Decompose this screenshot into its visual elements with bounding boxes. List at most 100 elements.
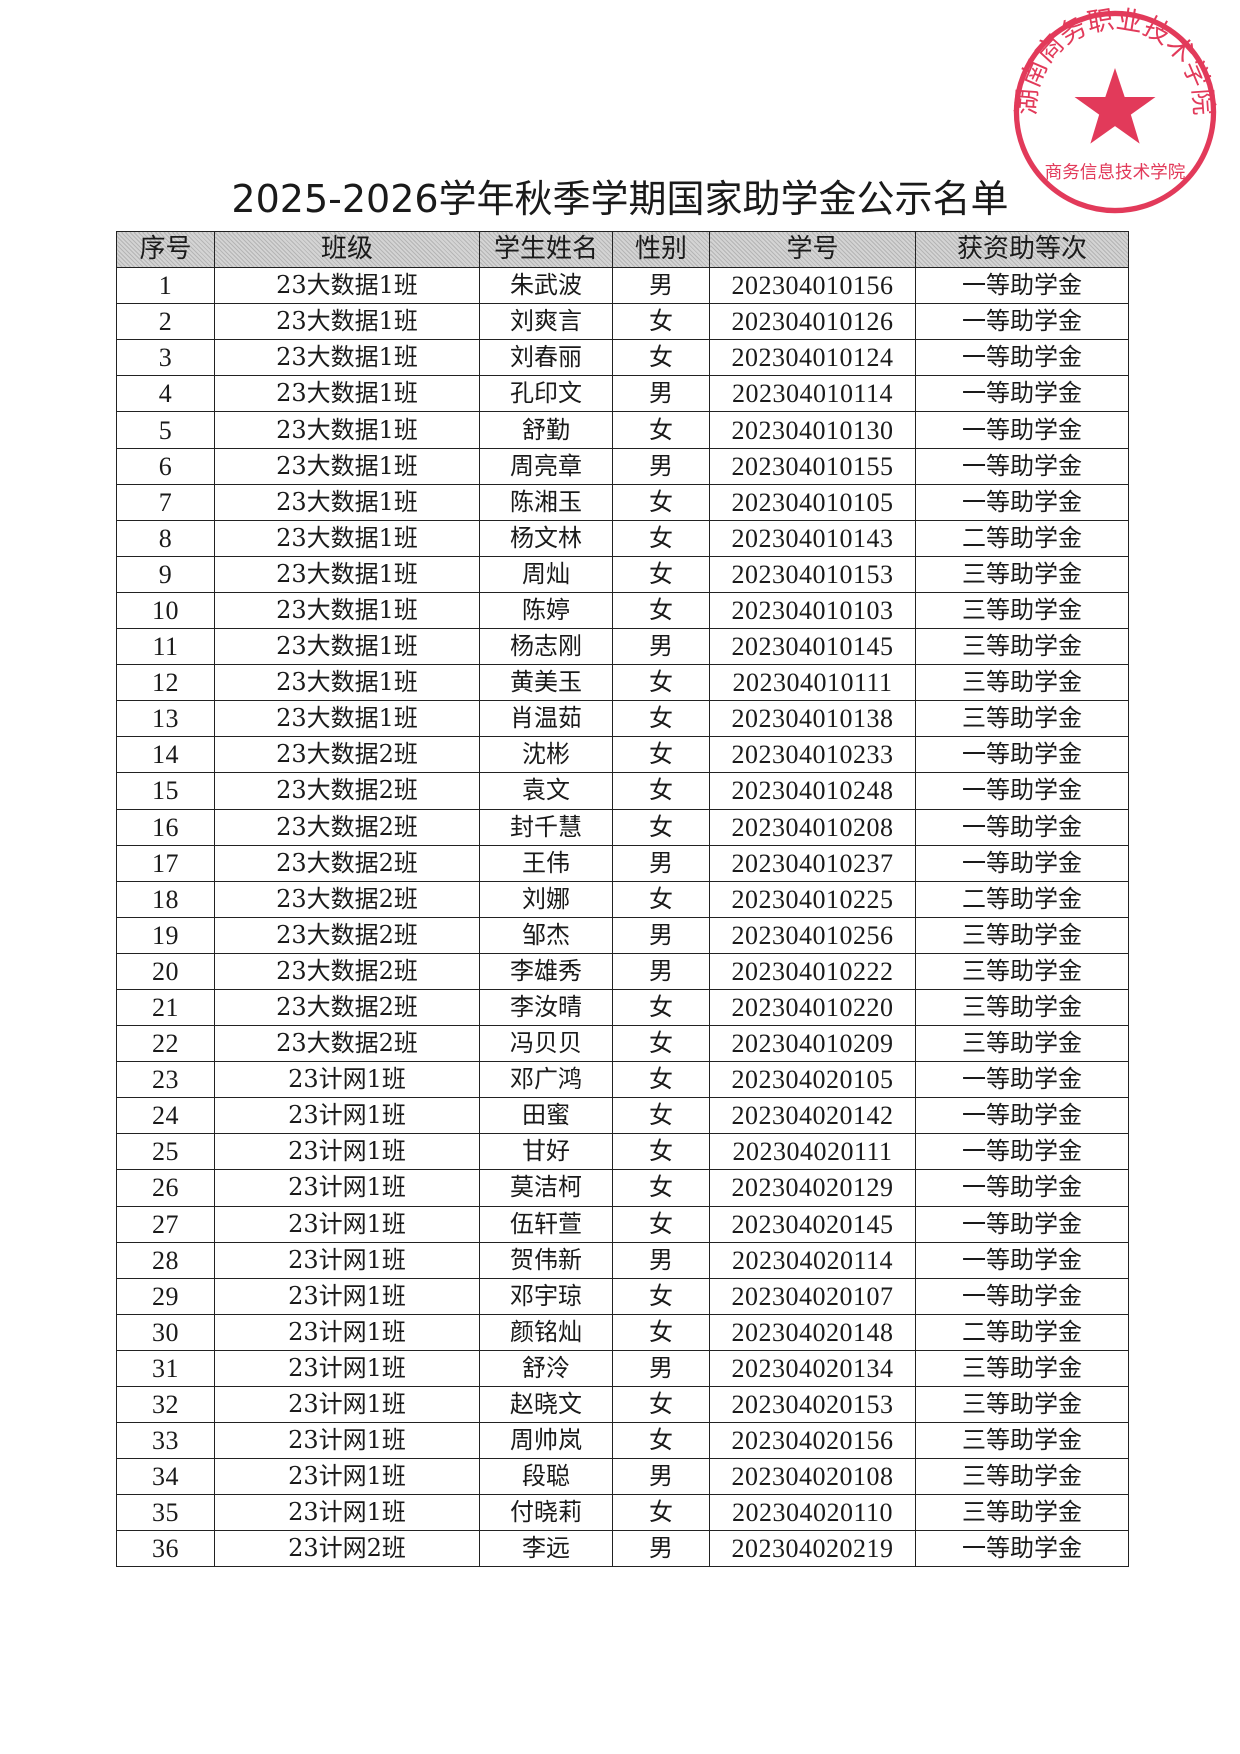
cell-grade: 三等助学金 xyxy=(915,1494,1129,1532)
table-header-row: 序号 班级 学生姓名 性别 学号 获资助等次 xyxy=(116,230,1129,269)
cell-name: 莫洁柯 xyxy=(479,1169,613,1207)
cell-name: 孔印文 xyxy=(479,375,613,413)
cell-grade: 一等助学金 xyxy=(915,1169,1129,1207)
table-row: 7 23大数据1班 陈湘玉女 202304010105 一等助学金 xyxy=(116,483,1129,521)
cell-index: 12 xyxy=(116,664,215,702)
cell-class: 23大数据1班 xyxy=(214,591,480,630)
table-row: 3 23大数据1班 刘春丽女 202304010124 一等助学金 xyxy=(116,339,1129,377)
table-row: 19 23大数据2班 邹杰男 202304010256 三等助学金 xyxy=(116,916,1129,954)
cell-grade: 一等助学金 xyxy=(915,808,1129,846)
cell-class: 23大数据1班 xyxy=(214,411,480,449)
cell-index: 36 xyxy=(116,1530,215,1568)
table-row: 32 23计网1班 赵晓文女 202304020153 三等助学金 xyxy=(116,1385,1129,1424)
table-row: 36 23计网2班 李远男 202304020219 一等助学金 xyxy=(116,1530,1129,1568)
cell-student-id: 202304010114 xyxy=(709,375,916,413)
cell-gender: 女 xyxy=(612,1313,710,1351)
cell-name: 周帅岚 xyxy=(479,1422,613,1460)
table-row: 1 23大数据1班 朱武波男 202304010156 一等助学金 xyxy=(116,267,1129,305)
cell-student-id: 202304010222 xyxy=(709,952,916,990)
cell-gender: 男 xyxy=(612,267,710,305)
table-row: 33 23计网1班 周帅岚女 202304020156 三等助学金 xyxy=(116,1422,1129,1460)
cell-class: 23大数据1班 xyxy=(214,700,480,738)
cell-index: 35 xyxy=(116,1494,215,1532)
cell-student-id: 202304010153 xyxy=(709,555,916,593)
cell-grade: 一等助学金 xyxy=(915,375,1129,413)
cell-class: 23大数据1班 xyxy=(214,519,480,557)
cell-index: 25 xyxy=(116,1133,215,1171)
cell-grade: 一等助学金 xyxy=(915,844,1129,882)
cell-student-id: 202304020129 xyxy=(709,1169,916,1207)
cell-name: 李雄秀 xyxy=(479,952,613,990)
cell-index: 5 xyxy=(116,411,215,449)
cell-index: 8 xyxy=(116,519,215,557)
seal-text: 湖南商务职业技术学院 xyxy=(1011,4,1219,116)
cell-name: 舒勤 xyxy=(479,411,613,449)
cell-student-id: 202304010138 xyxy=(709,700,916,738)
cell-class: 23计网1班 xyxy=(214,1097,480,1135)
cell-class: 23计网1班 xyxy=(214,1458,480,1496)
table-row: 18 23大数据2班 刘娜女 202304010225 二等助学金 xyxy=(116,880,1129,918)
cell-index: 1 xyxy=(116,267,215,305)
seal-star-icon xyxy=(1074,68,1156,144)
cell-gender: 女 xyxy=(612,1277,710,1315)
table-row: 28 23计网1班 贺伟新男 202304020114 一等助学金 xyxy=(116,1241,1129,1279)
cell-class: 23计网1班 xyxy=(214,1422,480,1460)
cell-student-id: 202304020107 xyxy=(709,1277,916,1315)
cell-gender: 女 xyxy=(612,664,710,702)
cell-class: 23大数据2班 xyxy=(214,916,480,954)
cell-class: 23大数据1班 xyxy=(214,447,480,485)
cell-grade: 三等助学金 xyxy=(915,591,1129,630)
cell-student-id: 202304020156 xyxy=(709,1422,916,1460)
cell-grade: 一等助学金 xyxy=(915,1097,1129,1135)
scholarship-table: 序号 班级 学生姓名 性别 学号 获资助等次 1 23大数据1班 朱武波男 20230… xyxy=(116,230,1129,1568)
cell-student-id: 202304010209 xyxy=(709,1025,916,1063)
cell-student-id: 202304010233 xyxy=(709,736,916,774)
cell-index: 34 xyxy=(116,1458,215,1496)
cell-gender: 女 xyxy=(612,1061,710,1099)
table-row: 2 23大数据1班 刘爽言女 202304010126 一等助学金 xyxy=(116,303,1129,341)
cell-grade: 一等助学金 xyxy=(915,483,1129,521)
cell-class: 23大数据2班 xyxy=(214,808,480,846)
cell-gender: 女 xyxy=(612,808,710,846)
cell-gender: 男 xyxy=(612,1530,710,1568)
cell-index: 15 xyxy=(116,772,215,810)
cell-index: 14 xyxy=(116,736,215,774)
document-title: 2025-2026学年秋季学期国家助学金公示名单 xyxy=(231,177,1009,221)
cell-index: 17 xyxy=(116,844,215,882)
cell-index: 9 xyxy=(116,555,215,593)
cell-grade: 一等助学金 xyxy=(915,447,1129,485)
cell-index: 33 xyxy=(116,1422,215,1460)
cell-class: 23大数据1班 xyxy=(214,555,480,593)
cell-grade: 三等助学金 xyxy=(915,1385,1129,1424)
cell-gender: 女 xyxy=(612,736,710,774)
cell-grade: 三等助学金 xyxy=(915,988,1129,1027)
cell-gender: 男 xyxy=(612,1458,710,1496)
table-row: 23 23计网1班 邓广鸿女 202304020105 一等助学金 xyxy=(116,1061,1129,1099)
cell-gender: 女 xyxy=(612,1097,710,1135)
cell-grade: 一等助学金 xyxy=(915,1133,1129,1171)
table-row: 31 23计网1班 舒泠男 202304020134 三等助学金 xyxy=(116,1349,1129,1388)
cell-name: 刘爽言 xyxy=(479,303,613,341)
cell-student-id: 202304010237 xyxy=(709,844,916,882)
cell-grade: 一等助学金 xyxy=(915,1277,1129,1315)
cell-grade: 二等助学金 xyxy=(915,519,1129,557)
cell-gender: 女 xyxy=(612,1494,710,1532)
cell-name: 沈彬 xyxy=(479,736,613,774)
cell-name: 封千慧 xyxy=(479,808,613,846)
cell-student-id: 202304010105 xyxy=(709,483,916,521)
cell-index: 29 xyxy=(116,1277,215,1315)
table-row: 9 23大数据1班 周灿女 202304010153 三等助学金 xyxy=(116,555,1129,593)
cell-student-id: 202304010143 xyxy=(709,519,916,557)
cell-name: 周灿 xyxy=(479,555,613,593)
cell-index: 28 xyxy=(116,1241,215,1279)
cell-index: 2 xyxy=(116,303,215,341)
cell-student-id: 202304010103 xyxy=(709,591,916,630)
cell-grade: 一等助学金 xyxy=(915,1530,1129,1568)
cell-gender: 男 xyxy=(612,1349,710,1388)
cell-name: 舒泠 xyxy=(479,1349,613,1388)
cell-student-id: 202304020114 xyxy=(709,1241,916,1279)
cell-class: 23计网1班 xyxy=(214,1241,480,1279)
cell-name: 杨文林 xyxy=(479,519,613,557)
cell-name: 贺伟新 xyxy=(479,1241,613,1279)
table-row: 10 23大数据1班 陈婷女 202304010103 三等助学金 xyxy=(116,591,1129,630)
